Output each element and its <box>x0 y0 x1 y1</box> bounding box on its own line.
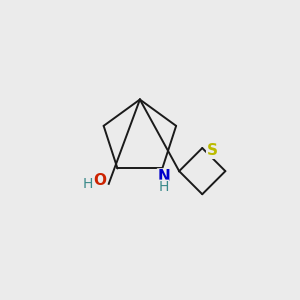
Text: H: H <box>83 177 93 191</box>
Text: S: S <box>207 143 218 158</box>
Text: N: N <box>158 169 170 184</box>
Text: O: O <box>93 173 106 188</box>
Text: H: H <box>158 180 169 194</box>
